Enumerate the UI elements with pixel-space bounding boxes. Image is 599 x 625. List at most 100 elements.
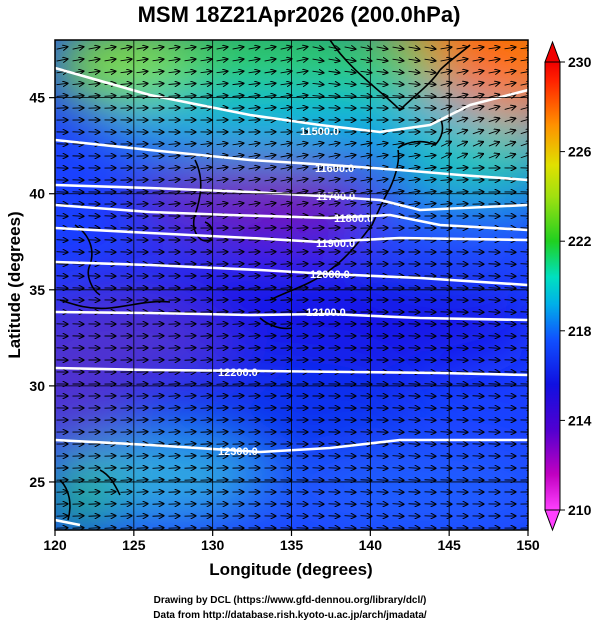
wind-vector-icon	[248, 71, 260, 73]
wind-vector-icon	[456, 360, 468, 361]
wind-vector-icon	[168, 432, 180, 433]
contour-labels: 11500.0 11600.0 11700.0 11800.0 11900.0 …	[218, 126, 373, 458]
wind-vector-icon	[408, 179, 420, 180]
wind-vector-icon	[392, 456, 404, 457]
wind-vector-icon	[88, 83, 100, 84]
wind-vector-icon	[216, 71, 228, 72]
wind-vector-icon	[168, 444, 180, 445]
contour-label: 11800.0	[334, 213, 373, 225]
wind-vector-icon	[296, 59, 308, 61]
wind-vector-icon	[360, 179, 372, 181]
wind-vector-icon	[184, 396, 196, 397]
wind-vector-icon	[520, 107, 528, 110]
wind-vector-icon	[264, 83, 276, 84]
colorbar-tick-label: 214	[568, 412, 592, 428]
wind-vector-icon	[504, 154, 515, 158]
wind-vector-icon	[376, 444, 388, 445]
wind-vector-icon	[88, 216, 100, 217]
wind-vector-icon	[344, 71, 356, 72]
wind-vector-icon	[504, 47, 516, 49]
contour-label: 12200.0	[218, 367, 258, 379]
wind-vector-icon	[232, 179, 244, 181]
wind-vector-icon	[248, 276, 260, 277]
wind-vector-icon	[168, 144, 180, 145]
wind-vector-icon	[520, 228, 528, 229]
wind-vector-icon	[152, 144, 164, 145]
wind-vector-icon	[216, 167, 228, 168]
wind-vector-icon	[392, 504, 404, 505]
wind-vector-icon	[472, 300, 484, 301]
wind-vector-icon	[424, 432, 436, 433]
wind-vector-icon	[296, 179, 308, 181]
wind-vector-icon	[184, 59, 196, 61]
wind-vector-icon	[216, 203, 228, 205]
wind-vector-icon	[152, 504, 164, 505]
wind-vector-icon	[472, 118, 483, 121]
wind-vector-icon	[312, 167, 324, 169]
wind-vector-icon	[328, 228, 340, 229]
wind-vector-icon	[296, 71, 308, 73]
wind-vector-icon	[248, 324, 260, 325]
wind-vector-icon	[280, 47, 292, 49]
height-contour-line	[55, 66, 528, 134]
wind-vector-icon	[184, 420, 196, 421]
wind-vector-icon	[168, 456, 180, 457]
wind-vector-icon	[472, 83, 484, 86]
wind-vector-icon	[232, 143, 244, 145]
wind-vector-icon	[168, 468, 180, 469]
wind-vector-icon	[280, 143, 292, 145]
wind-vector-icon	[360, 47, 372, 49]
plot-area	[55, 40, 528, 530]
wind-vector-icon	[72, 47, 84, 49]
wind-vector-icon	[104, 480, 116, 481]
wind-vector-icon	[152, 432, 164, 433]
wind-vector-icon	[328, 516, 340, 517]
wind-vector-icon	[344, 47, 356, 49]
wind-vector-icon	[296, 143, 308, 145]
chart-title: MSM 18Z21Apr2026 (200.0hPa)	[138, 2, 461, 27]
wind-vector-icon	[104, 71, 116, 72]
wind-vector-icon	[264, 203, 276, 205]
wind-vector-icon	[488, 47, 500, 49]
wind-vector-icon	[264, 288, 276, 289]
wind-vector-icon	[168, 96, 180, 97]
wind-vector-icon	[152, 180, 164, 181]
wind-vector-icon	[360, 191, 372, 193]
wind-vector-icon	[280, 228, 292, 229]
wind-vector-icon	[408, 59, 420, 61]
wind-vector-icon	[104, 528, 116, 529]
wind-vector-icon	[408, 191, 420, 192]
wind-vector-icon	[344, 203, 356, 205]
wind-vector-icon	[328, 191, 340, 193]
wind-vector-icon	[344, 492, 356, 493]
wind-vector-icon	[232, 155, 244, 157]
wind-vector-icon	[424, 468, 436, 469]
wind-vector-icon	[392, 480, 404, 481]
credit-line-1: Drawing by DCL (https://www.gfd-dennou.o…	[154, 595, 427, 606]
wind-vector-icon	[440, 420, 452, 421]
wind-vector-icon	[184, 384, 196, 385]
wind-vector-icon	[408, 47, 420, 49]
wind-vector-icon	[376, 480, 388, 481]
wind-vector-icon	[200, 96, 212, 97]
wind-vector-icon	[312, 96, 324, 97]
wind-vector-icon	[312, 216, 324, 217]
wind-vector-icon	[472, 59, 484, 61]
wind-vector-icon	[328, 203, 340, 205]
wind-vector-icon	[520, 83, 528, 85]
wind-vector-icon	[248, 360, 260, 361]
wind-vector-icon	[216, 83, 228, 84]
wind-vector-icon	[184, 83, 196, 84]
wind-vector-icon	[328, 47, 340, 49]
wind-vector-icon	[312, 71, 324, 73]
wind-vector-icon	[312, 47, 324, 49]
contour-label: 12000.0	[310, 269, 350, 281]
wind-vector-icon	[424, 444, 436, 445]
wind-vector-icon	[440, 432, 452, 433]
wind-vector-icon	[184, 456, 196, 457]
wind-vector-icon	[136, 204, 148, 205]
wind-vector-icon	[488, 83, 500, 86]
wind-vector-icon	[216, 408, 228, 409]
wind-vector-icon	[360, 155, 372, 157]
wind-vector-icon	[200, 203, 212, 204]
